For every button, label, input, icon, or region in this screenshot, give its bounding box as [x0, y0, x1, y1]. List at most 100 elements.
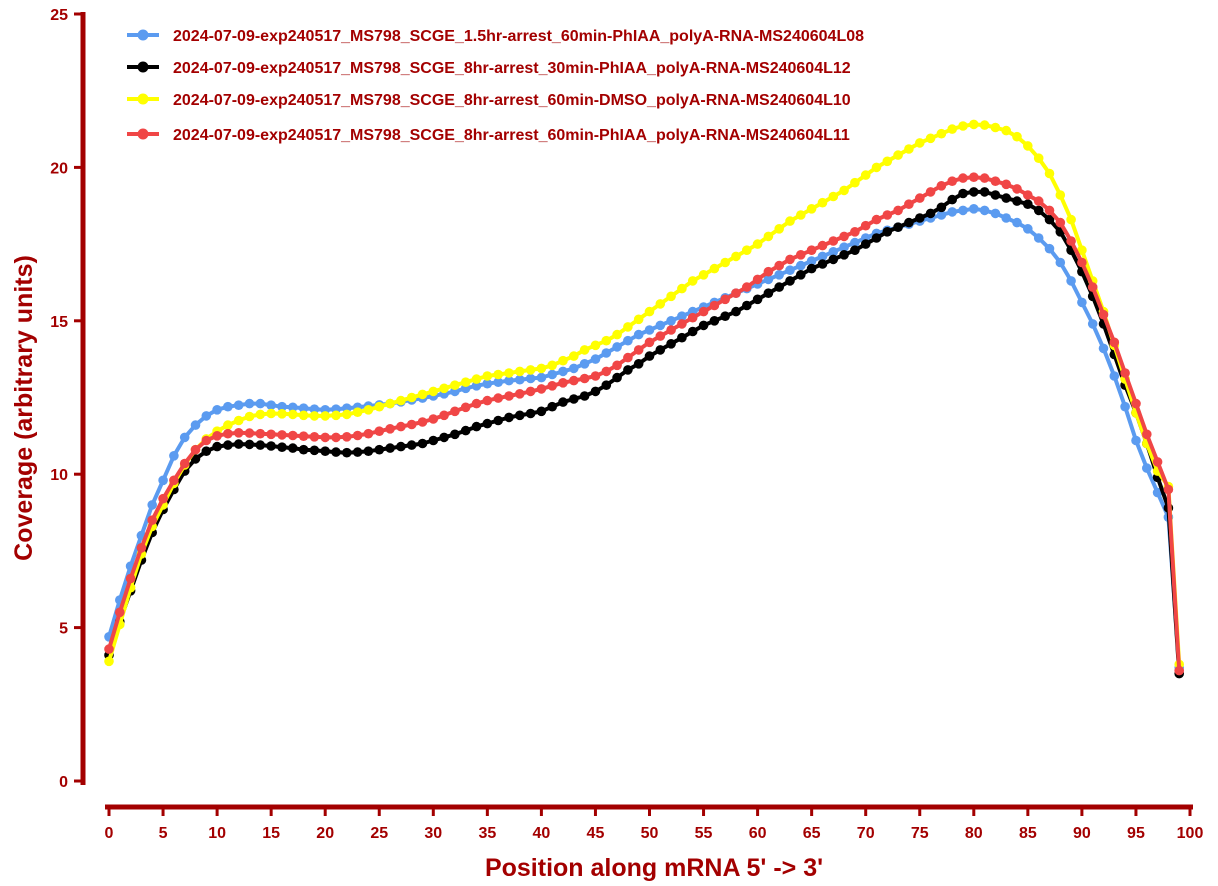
series-4-point: [860, 220, 871, 231]
series-4-point: [893, 205, 903, 216]
series-3-point: [1055, 190, 1066, 200]
series-4-point: [623, 352, 633, 363]
series-2-point: [201, 446, 212, 457]
series-3-point: [623, 322, 633, 332]
series-3-point: [104, 656, 114, 667]
series-4-point: [169, 475, 179, 486]
series-2-point: [850, 245, 860, 255]
series-3-point: [742, 245, 752, 255]
series-1-point: [785, 265, 795, 276]
series-3-point: [266, 408, 276, 419]
series-1-point: [547, 369, 557, 380]
series-4-point: [179, 458, 190, 469]
series-2-point: [233, 439, 244, 449]
series-4-point: [493, 393, 504, 403]
series-4-point: [1012, 184, 1022, 194]
series-2-point: [320, 446, 331, 457]
series-2-point: [460, 425, 471, 436]
series-3-point: [439, 383, 449, 394]
series-4-point: [104, 644, 114, 654]
series-2-point: [277, 442, 287, 453]
series-3-point: [471, 374, 482, 384]
series-4-point: [806, 245, 817, 255]
series-3-point: [871, 162, 882, 173]
series-4-point: [342, 432, 352, 442]
series-2-point: [309, 445, 320, 456]
series-1-point: [233, 400, 244, 411]
legend-label: 2024-07-09-exp240517_MS798_SCGE_8hr-arre…: [173, 92, 851, 109]
series-3-point: [677, 283, 687, 294]
series-2-point: [947, 194, 957, 205]
series-2-point: [331, 447, 341, 457]
series-4-point: [709, 300, 720, 311]
series-3-point: [590, 340, 601, 351]
series-3-point: [233, 415, 244, 426]
series-4-point: [288, 430, 298, 441]
series-3-point: [925, 133, 936, 144]
series-1-point: [936, 210, 947, 220]
y-axis-title: Coverage (arbitrary units): [10, 255, 38, 561]
series-2-point: [601, 380, 612, 391]
x-tick-label: 70: [857, 825, 875, 842]
series-1-point: [633, 329, 644, 340]
series-1-point: [644, 325, 655, 335]
x-tick-label: 95: [1127, 825, 1145, 842]
series-1-point: [525, 373, 536, 384]
series-3-point: [969, 119, 979, 130]
series-1-point: [1077, 297, 1087, 308]
series-4-point: [190, 444, 201, 455]
series-1-point: [223, 401, 233, 412]
series-3-point: [774, 224, 784, 234]
series-3-point: [850, 177, 860, 188]
series-4-point: [925, 187, 936, 197]
series-3-point: [450, 380, 460, 391]
series-1-point: [601, 348, 612, 358]
series-3-point: [752, 239, 763, 249]
series-layer: [104, 119, 1184, 679]
series-1-point: [990, 208, 1001, 219]
x-axis-title: Position along mRNA 5' -> 3': [485, 854, 823, 882]
series-4-point: [1077, 257, 1087, 268]
series-3-point: [396, 395, 406, 406]
x-tick-label: 65: [803, 825, 821, 842]
series-4-point: [331, 432, 341, 443]
series-3-point: [958, 121, 968, 131]
series-3-point: [785, 216, 795, 226]
series-3-point: [633, 314, 644, 325]
series-2-point: [352, 447, 363, 457]
series-1-point: [1109, 371, 1120, 381]
series-4-point: [136, 543, 147, 553]
series-3-point: [1033, 153, 1044, 163]
series-3-point: [223, 420, 233, 430]
series-1-point: [277, 401, 287, 412]
series-2-point: [493, 415, 504, 426]
series-4: [104, 172, 1184, 676]
series-1-point: [828, 247, 839, 257]
series-1-point: [947, 207, 957, 217]
series-2-point: [731, 306, 741, 317]
y-tick-label: 0: [59, 774, 68, 791]
series-4-point: [266, 429, 276, 440]
series-1-point: [1152, 487, 1163, 498]
series-2-point: [644, 351, 655, 361]
series-3-point: [525, 365, 536, 375]
series-3-point: [374, 401, 385, 412]
series-2-point: [677, 332, 687, 343]
series-4-point: [525, 386, 536, 397]
series-4-point: [612, 360, 622, 371]
series-2-point: [547, 401, 557, 412]
series-1-point: [1120, 401, 1130, 412]
series-4-point: [1087, 282, 1098, 292]
series-4-point: [763, 266, 774, 277]
series-3-point: [1066, 214, 1076, 225]
series-4-point: [1055, 217, 1066, 228]
series-4-point: [536, 384, 547, 394]
series-4-point: [504, 391, 514, 401]
series-4-point: [796, 250, 806, 260]
series-3-point: [979, 120, 990, 130]
series-2-point: [774, 282, 784, 292]
series-2-point: [525, 408, 536, 419]
series-3-point: [331, 410, 341, 421]
series-4-point: [460, 402, 471, 413]
